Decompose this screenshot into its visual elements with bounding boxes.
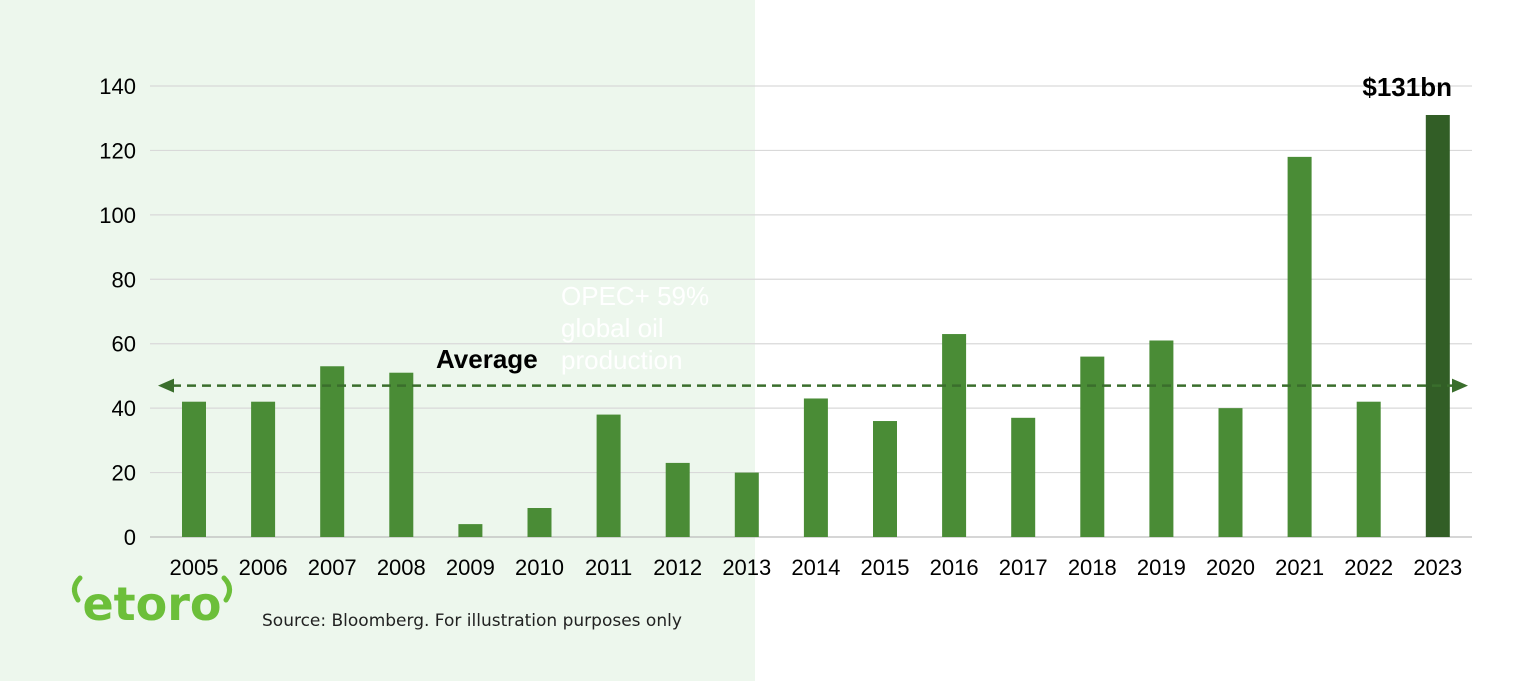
bars: [182, 114, 1450, 537]
bar-2023: [1425, 114, 1450, 537]
source-note: Source: Bloomberg. For illustration purp…: [262, 611, 682, 631]
average-line-group: [158, 378, 1468, 393]
logo-right-horn: [221, 575, 232, 603]
x-tick-label: 2019: [1137, 555, 1186, 580]
average-arrow-right: [1452, 378, 1468, 393]
y-tick-label: 140: [99, 74, 136, 99]
y-tick-label: 120: [99, 138, 136, 163]
x-tick-label: 2006: [239, 555, 288, 580]
bar-2019: [1149, 340, 1174, 537]
bar-2008: [389, 372, 414, 537]
bar-2005: [182, 401, 206, 537]
x-tick-label: 2010: [515, 555, 564, 580]
bar-2013: [734, 472, 759, 537]
average-label: Average: [436, 344, 538, 374]
bar-2016: [942, 334, 967, 537]
bar-2014: [803, 398, 828, 537]
y-tick-label: 60: [112, 332, 136, 357]
bar-2012: [665, 462, 690, 537]
x-tick-label: 2005: [170, 555, 219, 580]
bar-2007: [320, 366, 345, 537]
x-tick-label: 2016: [930, 555, 979, 580]
average-arrow-left: [158, 378, 174, 393]
bar-2022: [1356, 401, 1381, 537]
opec-shaded-region: [0, 0, 755, 681]
x-tick-label: 2015: [861, 555, 910, 580]
bar-2009: [458, 524, 483, 537]
x-tick-labels: 2005 2006 2007 2008 2009 2010 2011 2012 2013 2014…: [170, 555, 1463, 580]
etoro-logo: etoro: [72, 575, 232, 630]
x-tick-label: 2011: [585, 555, 632, 580]
y-tick-labels: 0 20 40 60 80 100 120 140: [99, 74, 136, 550]
y-tick-label: 20: [112, 461, 136, 486]
bar-2015: [873, 421, 897, 537]
bar-2020: [1218, 408, 1243, 537]
x-tick-label: 2009: [446, 555, 495, 580]
logo-left-horn: [72, 575, 83, 603]
x-tick-label: 2013: [722, 555, 771, 580]
x-tick-label: 2012: [653, 555, 702, 580]
bar-2006: [251, 401, 276, 537]
bar-2021: [1287, 156, 1312, 537]
y-tick-label: 0: [124, 525, 136, 550]
bar-2010: [527, 508, 552, 537]
bar-2018: [1080, 356, 1105, 537]
y-tick-label: 100: [99, 203, 136, 228]
x-tick-label: 2023: [1413, 555, 1462, 580]
bar-2017: [1011, 417, 1036, 537]
bar-2011: [596, 414, 621, 537]
x-tick-label: 2020: [1206, 555, 1255, 580]
y-tick-label: 80: [112, 267, 136, 292]
x-tick-label: 2021: [1275, 555, 1324, 580]
x-tick-label: 2008: [377, 555, 426, 580]
logo-wordmark: etoro: [82, 577, 221, 630]
x-tick-label: 2007: [308, 555, 357, 580]
shaded-region-label: OPEC+ 59% global oil production: [561, 281, 709, 375]
x-tick-label: 2014: [791, 555, 840, 580]
x-tick-label: 2017: [999, 555, 1048, 580]
x-tick-label: 2022: [1344, 555, 1393, 580]
y-tick-label: 40: [112, 396, 136, 421]
x-tick-label: 2018: [1068, 555, 1117, 580]
highlight-value-label: $131bn: [1362, 72, 1452, 102]
